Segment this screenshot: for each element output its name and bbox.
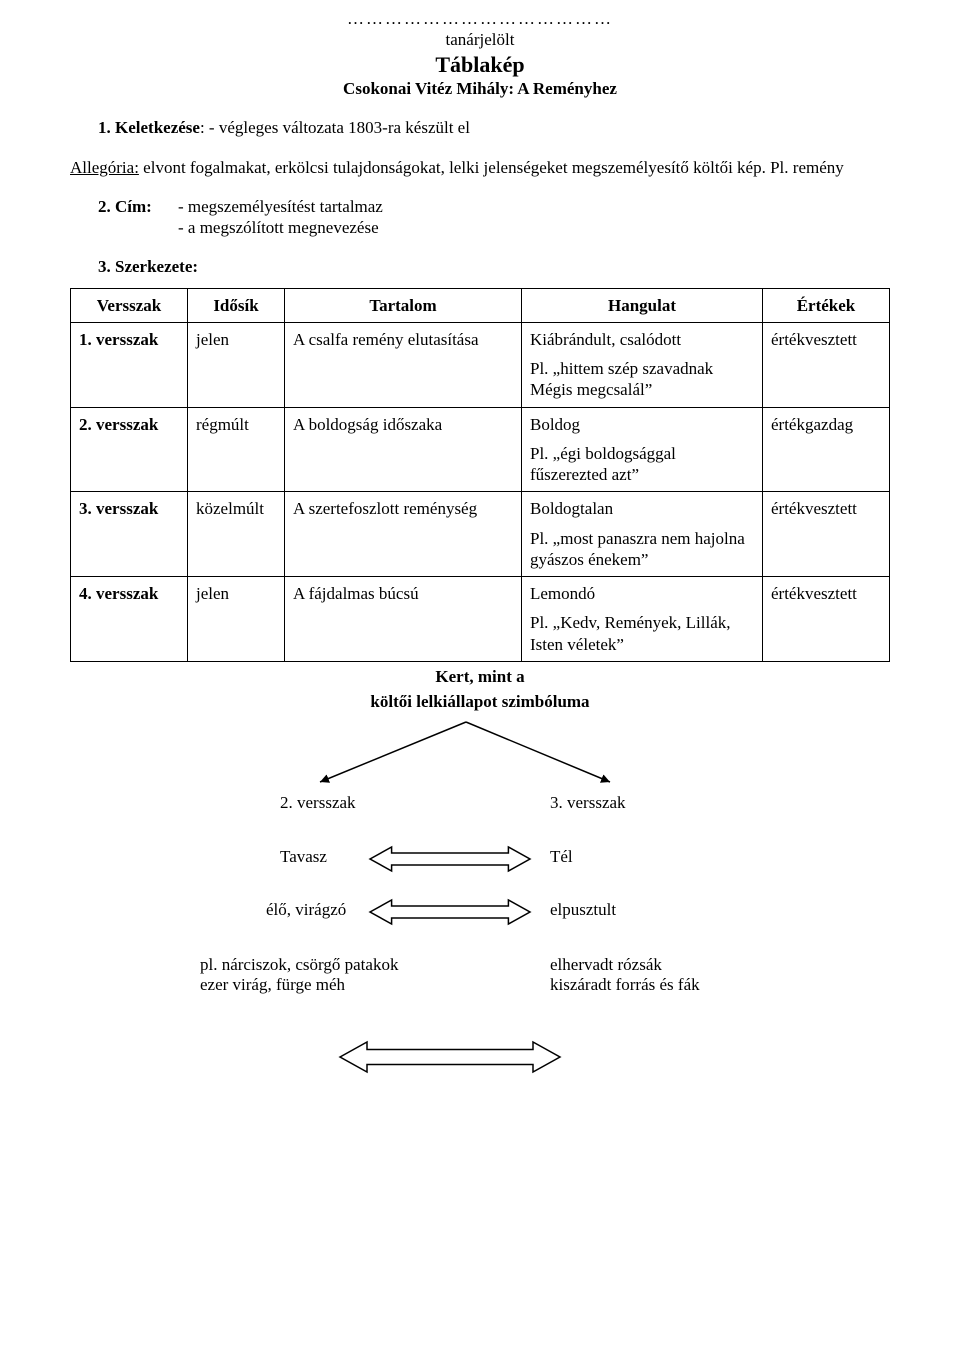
- hangulat-quote: Pl. „égi boldogsággal fűszerezted azt”: [530, 443, 754, 486]
- hangulat-quote: Pl. „hittem szép szavadnak Mégis megcsal…: [530, 358, 754, 401]
- cell-versszak: 3. versszak: [71, 492, 188, 577]
- cim-line2: - a megszólított megnevezése: [178, 217, 383, 238]
- table-row: 1. versszak jelen A csalfa remény elutas…: [71, 322, 890, 407]
- diagram-svg: 2. versszak 3. versszak Tavasz Tél élő, virá…: [70, 712, 890, 1132]
- cell-ertek: értékgazdag: [763, 407, 890, 492]
- cell-ertek: értékvesztett: [763, 577, 890, 662]
- table-body: 1. versszak jelen A csalfa remény elutas…: [71, 322, 890, 661]
- section-szerkezete-heading: 3. Szerkezete:: [98, 256, 890, 277]
- svg-text:3. versszak: 3. versszak: [550, 793, 626, 812]
- hangulat-head: Boldogtalan: [530, 498, 754, 519]
- th-hangulat: Hangulat: [522, 288, 763, 322]
- cell-versszak: 4. versszak: [71, 577, 188, 662]
- table-header-row: Versszak Idősík Tartalom Hangulat Értéke…: [71, 288, 890, 322]
- svg-text:pl. nárciszok, csörgő patakok: pl. nárciszok, csörgő patakok: [200, 955, 399, 974]
- allegoria-label: Allegória:: [70, 158, 139, 177]
- hangulat-quote: Pl. „most panaszra nem hajolna gyászos é…: [530, 528, 754, 571]
- document-page: …………………………………… tanárjelölt Táblakép Csok…: [0, 0, 960, 1362]
- section2-num: 2.: [98, 197, 111, 216]
- th-versszak: Versszak: [71, 288, 188, 322]
- svg-text:elhervadt rózsák: elhervadt rózsák: [550, 955, 662, 974]
- cell-tartalom: A csalfa remény elutasítása: [285, 322, 522, 407]
- svg-text:Tél: Tél: [550, 847, 573, 866]
- section1-label: Keletkezése: [115, 118, 200, 137]
- th-idosik: Idősík: [188, 288, 285, 322]
- cell-versszak: 1. versszak: [71, 322, 188, 407]
- allegoria-text: elvont fogalmakat, erkölcsi tulajdonságo…: [139, 158, 844, 177]
- cell-idosik: jelen: [188, 322, 285, 407]
- section1-num: 1.: [98, 118, 111, 137]
- section3-label: Szerkezete:: [115, 257, 198, 276]
- allegoria-block: Allegória: elvont fogalmakat, erkölcsi t…: [70, 157, 890, 178]
- section-keletkezese: 1. Keletkezése: - végleges változata 180…: [70, 117, 890, 138]
- cell-hangulat: Boldog Pl. „égi boldogsággal fűszerezted…: [522, 407, 763, 492]
- summary-line2: költői lelkiállapot szimbóluma: [70, 691, 890, 712]
- section-cim: 2. Cím: - megszemélyesítést tartalmaz - …: [98, 196, 890, 239]
- structure-table: Versszak Idősík Tartalom Hangulat Értéke…: [70, 288, 890, 662]
- cim-line1: - megszemélyesítést tartalmaz: [178, 196, 383, 217]
- cell-tartalom: A szertefoszlott reménység: [285, 492, 522, 577]
- table-row: 2. versszak régmúlt A boldogság időszaka…: [71, 407, 890, 492]
- cell-hangulat: Kiábrándult, csalódott Pl. „hittem szép …: [522, 322, 763, 407]
- garden-diagram: 2. versszak 3. versszak Tavasz Tél élő, virá…: [70, 712, 890, 1132]
- cell-tartalom: A boldogság időszaka: [285, 407, 522, 492]
- cell-versszak: 2. versszak: [71, 407, 188, 492]
- svg-text:kiszáradt forrás és fák: kiszáradt forrás és fák: [550, 975, 700, 994]
- th-tartalom: Tartalom: [285, 288, 522, 322]
- role-label: tanárjelölt: [70, 29, 890, 50]
- section2-label: Cím:: [115, 197, 152, 216]
- summary-line1: Kert, mint a: [70, 666, 890, 687]
- section1-rest: : - végleges változata 1803-ra készült e…: [200, 118, 470, 137]
- subtitle: Csokonai Vitéz Mihály: A Reményhez: [70, 78, 890, 99]
- main-title: Táblakép: [70, 51, 890, 79]
- table-row: 3. versszak közelmúlt A szertefoszlott r…: [71, 492, 890, 577]
- hangulat-head: Boldog: [530, 414, 754, 435]
- svg-text:2. versszak: 2. versszak: [280, 793, 356, 812]
- svg-text:ezer virág, fürge méh: ezer virág, fürge méh: [200, 975, 346, 994]
- hangulat-head: Lemondó: [530, 583, 754, 604]
- hangulat-quote: Pl. „Kedv, Remények, Lillák, Isten vélet…: [530, 612, 754, 655]
- cell-idosik: közelmúlt: [188, 492, 285, 577]
- th-ertekek: Értékek: [763, 288, 890, 322]
- signature-dots: ……………………………………: [70, 8, 890, 29]
- cell-hangulat: Lemondó Pl. „Kedv, Remények, Lillák, Ist…: [522, 577, 763, 662]
- section3-num: 3.: [98, 257, 111, 276]
- table-row: 4. versszak jelen A fájdalmas búcsú Lemo…: [71, 577, 890, 662]
- svg-text:Tavasz: Tavasz: [280, 847, 327, 866]
- svg-text:elpusztult: elpusztult: [550, 900, 616, 919]
- cell-tartalom: A fájdalmas búcsú: [285, 577, 522, 662]
- cell-hangulat: Boldogtalan Pl. „most panaszra nem hajol…: [522, 492, 763, 577]
- svg-text:élő, virágzó: élő, virágzó: [266, 900, 346, 919]
- cell-idosik: régmúlt: [188, 407, 285, 492]
- cell-idosik: jelen: [188, 577, 285, 662]
- cell-ertek: értékvesztett: [763, 322, 890, 407]
- hangulat-head: Kiábrándult, csalódott: [530, 329, 754, 350]
- cell-ertek: értékvesztett: [763, 492, 890, 577]
